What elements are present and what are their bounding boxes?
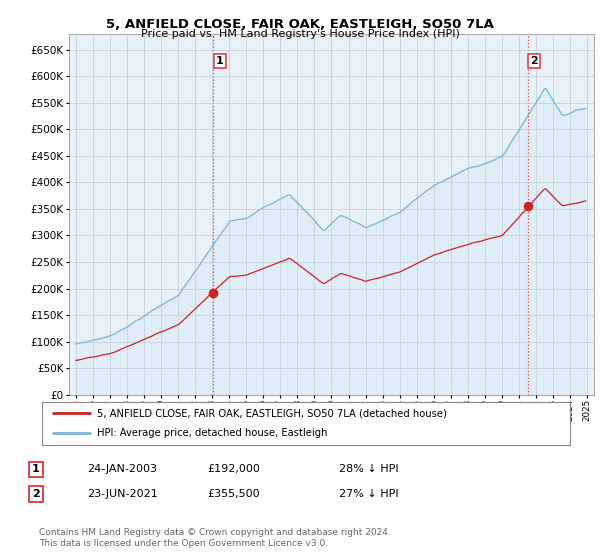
Text: 2: 2 bbox=[530, 56, 538, 66]
Text: 23-JUN-2021: 23-JUN-2021 bbox=[87, 489, 158, 499]
Text: 1: 1 bbox=[216, 56, 224, 66]
Text: £355,500: £355,500 bbox=[207, 489, 260, 499]
Text: HPI: Average price, detached house, Eastleigh: HPI: Average price, detached house, East… bbox=[97, 428, 328, 438]
Text: 1: 1 bbox=[32, 464, 40, 474]
Text: 5, ANFIELD CLOSE, FAIR OAK, EASTLEIGH, SO50 7LA: 5, ANFIELD CLOSE, FAIR OAK, EASTLEIGH, S… bbox=[106, 18, 494, 31]
Point bbox=[209, 288, 218, 297]
Text: 28% ↓ HPI: 28% ↓ HPI bbox=[339, 464, 398, 474]
Text: Price paid vs. HM Land Registry's House Price Index (HPI): Price paid vs. HM Land Registry's House … bbox=[140, 29, 460, 39]
Text: 2: 2 bbox=[32, 489, 40, 499]
Text: 5, ANFIELD CLOSE, FAIR OAK, EASTLEIGH, SO50 7LA (detached house): 5, ANFIELD CLOSE, FAIR OAK, EASTLEIGH, S… bbox=[97, 408, 448, 418]
Point bbox=[523, 202, 532, 211]
Text: £192,000: £192,000 bbox=[207, 464, 260, 474]
Text: 27% ↓ HPI: 27% ↓ HPI bbox=[339, 489, 398, 499]
Text: Contains HM Land Registry data © Crown copyright and database right 2024.
This d: Contains HM Land Registry data © Crown c… bbox=[39, 528, 391, 548]
Text: 24-JAN-2003: 24-JAN-2003 bbox=[87, 464, 157, 474]
